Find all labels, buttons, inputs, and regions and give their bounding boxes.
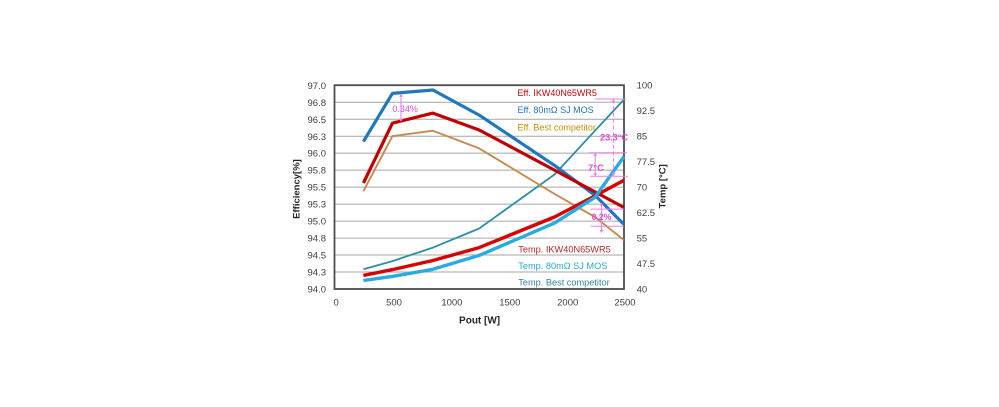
svg-text:47.5: 47.5 [637,259,656,270]
svg-text:94.8: 94.8 [308,234,327,245]
svg-text:95.8: 95.8 [308,166,327,177]
svg-text:7°C: 7°C [588,163,604,174]
svg-text:100: 100 [637,81,653,92]
svg-text:62.5: 62.5 [637,208,656,219]
svg-text:96.0: 96.0 [308,149,327,160]
svg-text:70: 70 [637,183,648,194]
svg-text:92.5: 92.5 [637,106,656,117]
svg-text:94.3: 94.3 [308,268,327,279]
svg-text:Temp. 80mΩ SJ MOS: Temp. 80mΩ SJ MOS [518,261,607,271]
svg-text:2000: 2000 [557,298,578,309]
svg-text:97.0: 97.0 [308,81,327,92]
svg-text:Eff. Best competitor: Eff. Best competitor [518,123,596,133]
svg-text:2500: 2500 [614,298,635,309]
svg-text:0.2%: 0.2% [592,212,612,222]
svg-text:500: 500 [386,298,402,309]
svg-text:77.5: 77.5 [637,157,656,168]
svg-text:55: 55 [637,234,648,245]
svg-text:Pout [W]: Pout [W] [459,316,500,327]
svg-text:95.0: 95.0 [308,217,327,228]
svg-text:96.5: 96.5 [308,115,327,126]
svg-text:0.34%: 0.34% [392,104,418,114]
svg-text:Temp [°C]: Temp [°C] [658,164,669,208]
svg-text:Efficiency[%]: Efficiency[%] [292,159,303,219]
svg-text:23.3°C: 23.3°C [600,133,628,144]
svg-text:0: 0 [333,298,338,309]
svg-text:94.0: 94.0 [308,285,327,296]
svg-text:95.5: 95.5 [308,183,327,194]
svg-text:96.8: 96.8 [308,98,327,109]
svg-text:95.3: 95.3 [308,200,327,211]
svg-text:94.5: 94.5 [308,251,327,262]
svg-text:Temp. Best competitor: Temp. Best competitor [518,278,609,288]
svg-text:1000: 1000 [441,298,462,309]
svg-text:Eff. 80mΩ SJ MOS: Eff. 80mΩ SJ MOS [518,105,594,115]
svg-text:85: 85 [637,132,648,143]
svg-text:40: 40 [637,284,648,295]
svg-text:1500: 1500 [499,298,520,309]
svg-text:Eff. IKW40N65WR5: Eff. IKW40N65WR5 [518,88,597,98]
svg-text:Temp. IKW40N65WR5: Temp. IKW40N65WR5 [518,244,610,254]
svg-text:96.3: 96.3 [308,132,327,143]
